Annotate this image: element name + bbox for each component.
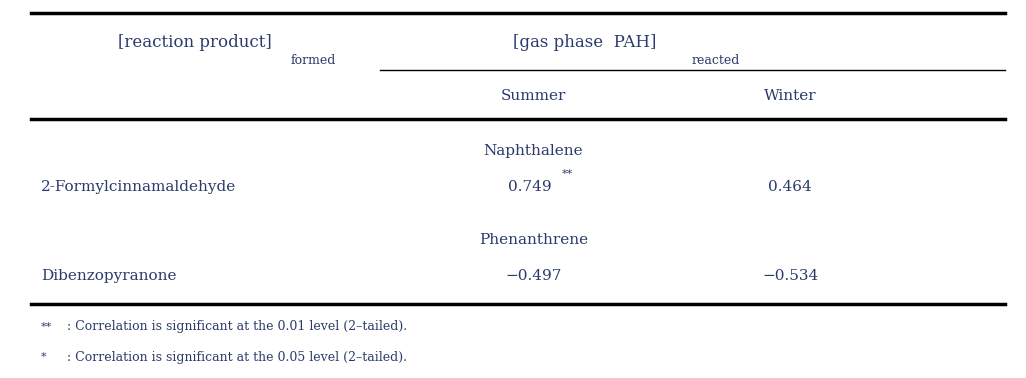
Text: Phenanthrene: Phenanthrene <box>479 233 588 247</box>
Text: Naphthalene: Naphthalene <box>483 144 584 158</box>
Text: reacted: reacted <box>692 54 741 67</box>
Text: 0.464: 0.464 <box>768 180 812 194</box>
Text: 0.749: 0.749 <box>508 180 552 194</box>
Text: [gas phase  PAH]: [gas phase PAH] <box>513 34 657 51</box>
Text: Summer: Summer <box>501 89 566 104</box>
Text: : Correlation is significant at the 0.05 level (2–tailed).: : Correlation is significant at the 0.05… <box>67 351 406 364</box>
Text: −0.534: −0.534 <box>762 269 818 283</box>
Text: : Correlation is significant at the 0.01 level (2–tailed).: : Correlation is significant at the 0.01… <box>67 321 407 333</box>
Text: **: ** <box>41 322 52 332</box>
Text: Dibenzopyranone: Dibenzopyranone <box>41 269 176 283</box>
Text: [reaction product]: [reaction product] <box>118 34 272 51</box>
Text: −0.497: −0.497 <box>506 269 561 283</box>
Text: formed: formed <box>290 54 336 67</box>
Text: **: ** <box>562 169 574 179</box>
Text: 2-Formylcinnamaldehyde: 2-Formylcinnamaldehyde <box>41 180 236 194</box>
Text: *: * <box>41 352 46 362</box>
Text: Winter: Winter <box>763 89 817 104</box>
